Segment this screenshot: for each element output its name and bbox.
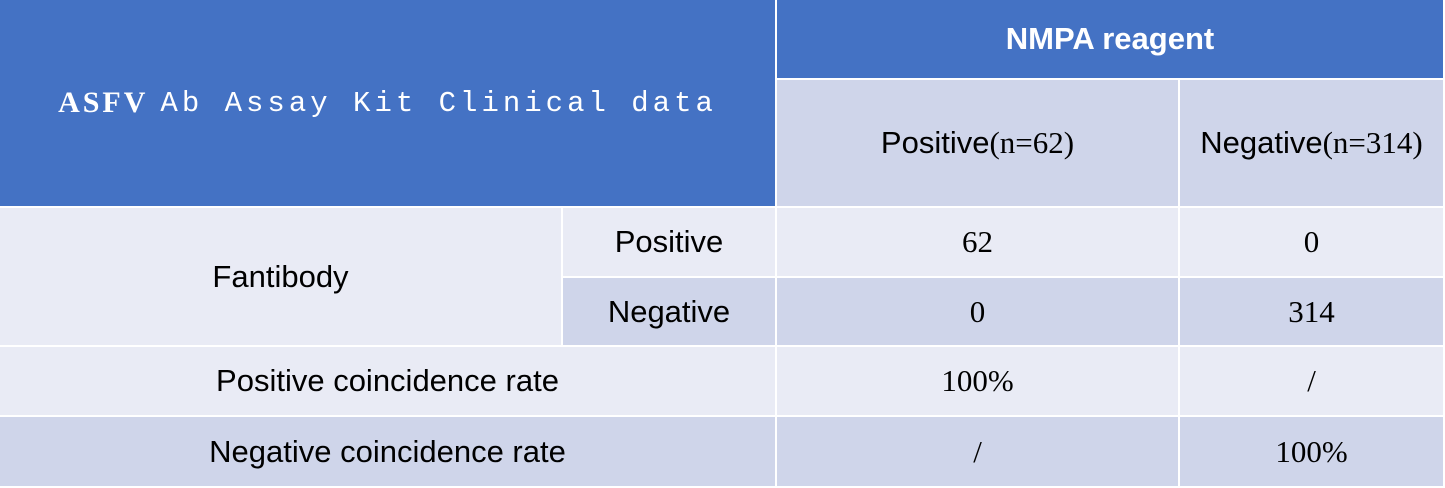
row-group-label: Fantibody	[0, 208, 563, 347]
row-label: Negative	[563, 278, 777, 347]
row-label: Positive coincidence rate	[0, 347, 777, 417]
cell: 100%	[777, 347, 1180, 417]
column-header: Positive (n=62)	[777, 80, 1180, 208]
row-label: Positive	[563, 208, 777, 278]
cell: 100%	[1180, 417, 1445, 488]
column-header-label: Positive	[880, 125, 990, 160]
column-header-count: (n=62)	[989, 125, 1075, 160]
column-header-count: (n=314)	[1322, 125, 1423, 160]
group-header: NMPA reagent	[777, 0, 1445, 80]
table-title-main: ASFV	[58, 86, 149, 119]
table-title-cell: ASFV Ab Assay Kit Clinical data	[0, 0, 777, 208]
cell: /	[777, 417, 1180, 488]
table-title-rest: Ab Assay Kit Clinical data	[160, 86, 717, 120]
cell: 0	[1180, 208, 1445, 278]
row-label: Negative coincidence rate	[0, 417, 777, 488]
column-header: Negative (n=314)	[1180, 80, 1445, 208]
cell: 314	[1180, 278, 1445, 347]
column-header-label: Negative	[1200, 125, 1323, 160]
cell: /	[1180, 347, 1445, 417]
cell: 0	[777, 278, 1180, 347]
cell: 62	[777, 208, 1180, 278]
